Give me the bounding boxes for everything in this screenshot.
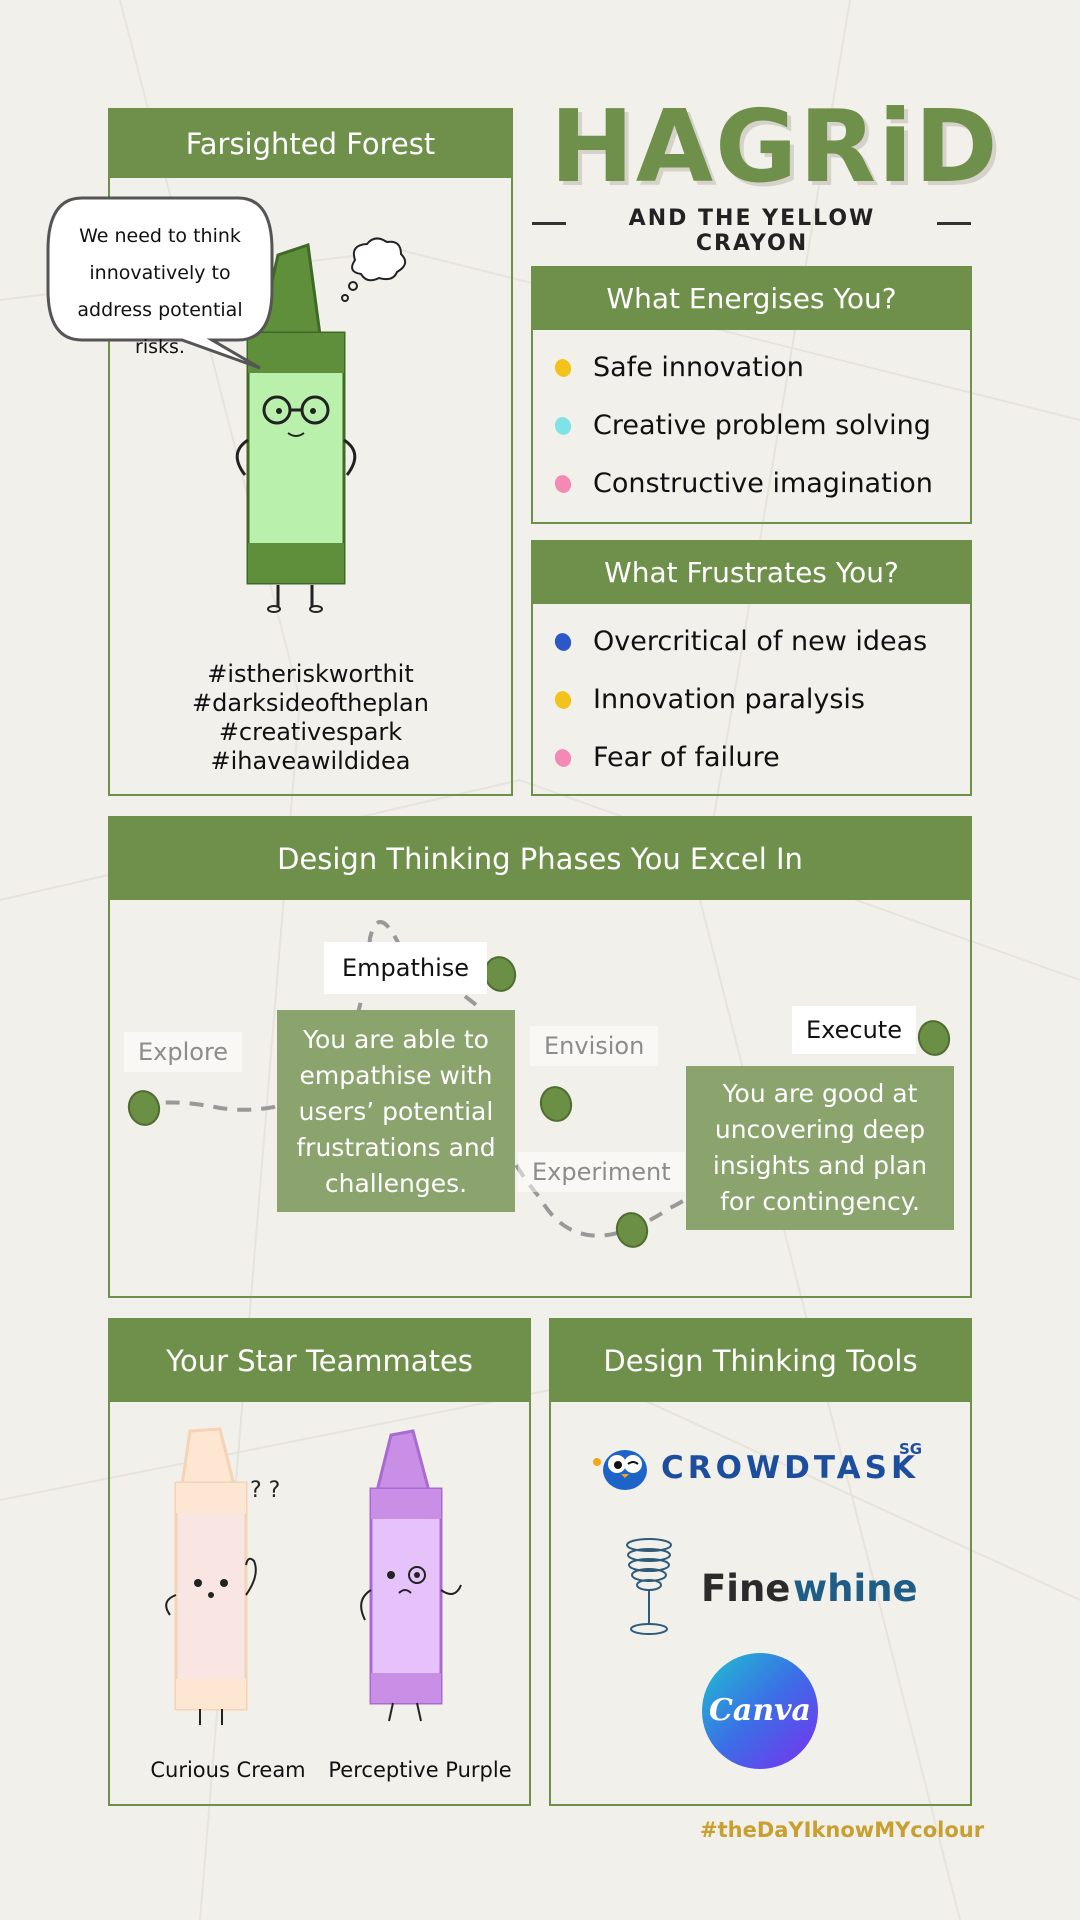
frustrates-panel: What Frustrates You? Overcritical of new… bbox=[531, 540, 972, 796]
frustrate-label: Overcritical of new ideas bbox=[593, 626, 928, 657]
tools-header: Design Thinking Tools bbox=[551, 1320, 970, 1402]
teammate-name: Curious Cream bbox=[150, 1758, 306, 1782]
frustrate-label: Innovation paralysis bbox=[593, 684, 865, 715]
owl-mascot-icon bbox=[593, 1450, 647, 1490]
cyan-dot-icon bbox=[552, 414, 574, 437]
wine-glass-icon bbox=[626, 1538, 672, 1635]
footer-hashtag: #theDaYIknowMYcolour bbox=[700, 1818, 985, 1842]
phases-panel: Design Thinking Phases You Excel In Expl… bbox=[108, 816, 972, 1298]
frustrate-item: Innovation paralysis bbox=[552, 684, 865, 715]
canva-wordmark: Canva bbox=[709, 1693, 811, 1728]
pink-dot-icon bbox=[552, 746, 574, 769]
energises-panel: What Energises You? Safe innovation Crea… bbox=[531, 266, 972, 524]
frustrate-item: Overcritical of new ideas bbox=[552, 626, 928, 657]
hashtag-list: #istheriskworthit #darksideoftheplan #cr… bbox=[110, 660, 511, 776]
energise-label: Constructive imagination bbox=[593, 468, 933, 499]
svg-text:? ?: ? ? bbox=[250, 1478, 280, 1503]
hashtag: #darksideoftheplan bbox=[192, 689, 429, 717]
purple-crayon-illustration bbox=[360, 1429, 462, 1722]
energise-label: Safe innovation bbox=[593, 352, 804, 383]
title-rule-left bbox=[532, 222, 566, 225]
forest-crayon-illustration bbox=[235, 243, 357, 613]
tools-panel: Design Thinking Tools CROWDTASK SG Fine … bbox=[549, 1318, 972, 1806]
phases-header: Design Thinking Phases You Excel In bbox=[110, 818, 970, 900]
phase-explore: Explore bbox=[124, 1032, 243, 1072]
yellow-dot-icon bbox=[552, 356, 574, 379]
yellow-dot-icon bbox=[552, 688, 574, 711]
hashtag: #istheriskworthit bbox=[207, 660, 414, 688]
crowdtask-suffix: SG bbox=[899, 1440, 923, 1458]
teammate-name: Perceptive Purple bbox=[328, 1758, 512, 1782]
phase-experiment: Experiment bbox=[518, 1152, 685, 1192]
app-title: HAGRiD bbox=[550, 88, 1000, 205]
blue-dot-icon bbox=[552, 630, 574, 653]
crowdtask-name: CROWDTASK bbox=[661, 1450, 919, 1486]
energise-item: Constructive imagination bbox=[552, 468, 933, 499]
energises-header: What Energises You? bbox=[533, 268, 970, 330]
frustrate-label: Fear of failure bbox=[593, 742, 780, 773]
finewhine-second: whine bbox=[793, 1567, 918, 1610]
thought-cloud-icon bbox=[341, 237, 407, 302]
energise-item: Safe innovation bbox=[552, 352, 804, 383]
energise-label: Creative problem solving bbox=[593, 410, 931, 441]
execute-description: You are good at uncovering deep insights… bbox=[686, 1066, 954, 1230]
finewhine-logo[interactable]: Fine whine bbox=[621, 1535, 921, 1645]
energise-item: Creative problem solving bbox=[552, 410, 931, 441]
app-subtitle: AND THE YELLOW CRAYON bbox=[628, 206, 876, 256]
teammates-header: Your Star Teammates bbox=[110, 1320, 529, 1402]
empathise-description: You are able to empathise with users’ po… bbox=[277, 1010, 515, 1212]
canva-logo[interactable]: Canva bbox=[702, 1653, 818, 1769]
crowdtask-logo[interactable]: CROWDTASK SG bbox=[591, 1440, 931, 1500]
frustrate-item: Fear of failure bbox=[552, 742, 780, 773]
cream-crayon-illustration: ? ? bbox=[165, 1427, 280, 1725]
speech-bubble-text: We need to think innovatively to address… bbox=[77, 225, 243, 358]
pink-dot-icon bbox=[552, 472, 574, 495]
finewhine-first: Fine bbox=[701, 1567, 791, 1610]
speech-bubble-shape bbox=[46, 196, 274, 370]
frustrates-header: What Frustrates You? bbox=[533, 542, 970, 604]
hashtag: #creativespark bbox=[218, 718, 403, 746]
phase-execute: Execute bbox=[792, 1006, 916, 1054]
phase-envision: Envision bbox=[530, 1026, 659, 1066]
title-rule-right bbox=[937, 222, 971, 225]
profile-panel: Farsighted Forest #istheriskworthit #dar… bbox=[108, 108, 513, 796]
hashtag: #ihaveawildidea bbox=[210, 747, 411, 775]
teammates-panel: Your Star Teammates ? ? Curious Cream Pe… bbox=[108, 1318, 531, 1806]
profile-header: Farsighted Forest bbox=[110, 110, 511, 178]
phase-empathise: Empathise bbox=[324, 942, 488, 994]
